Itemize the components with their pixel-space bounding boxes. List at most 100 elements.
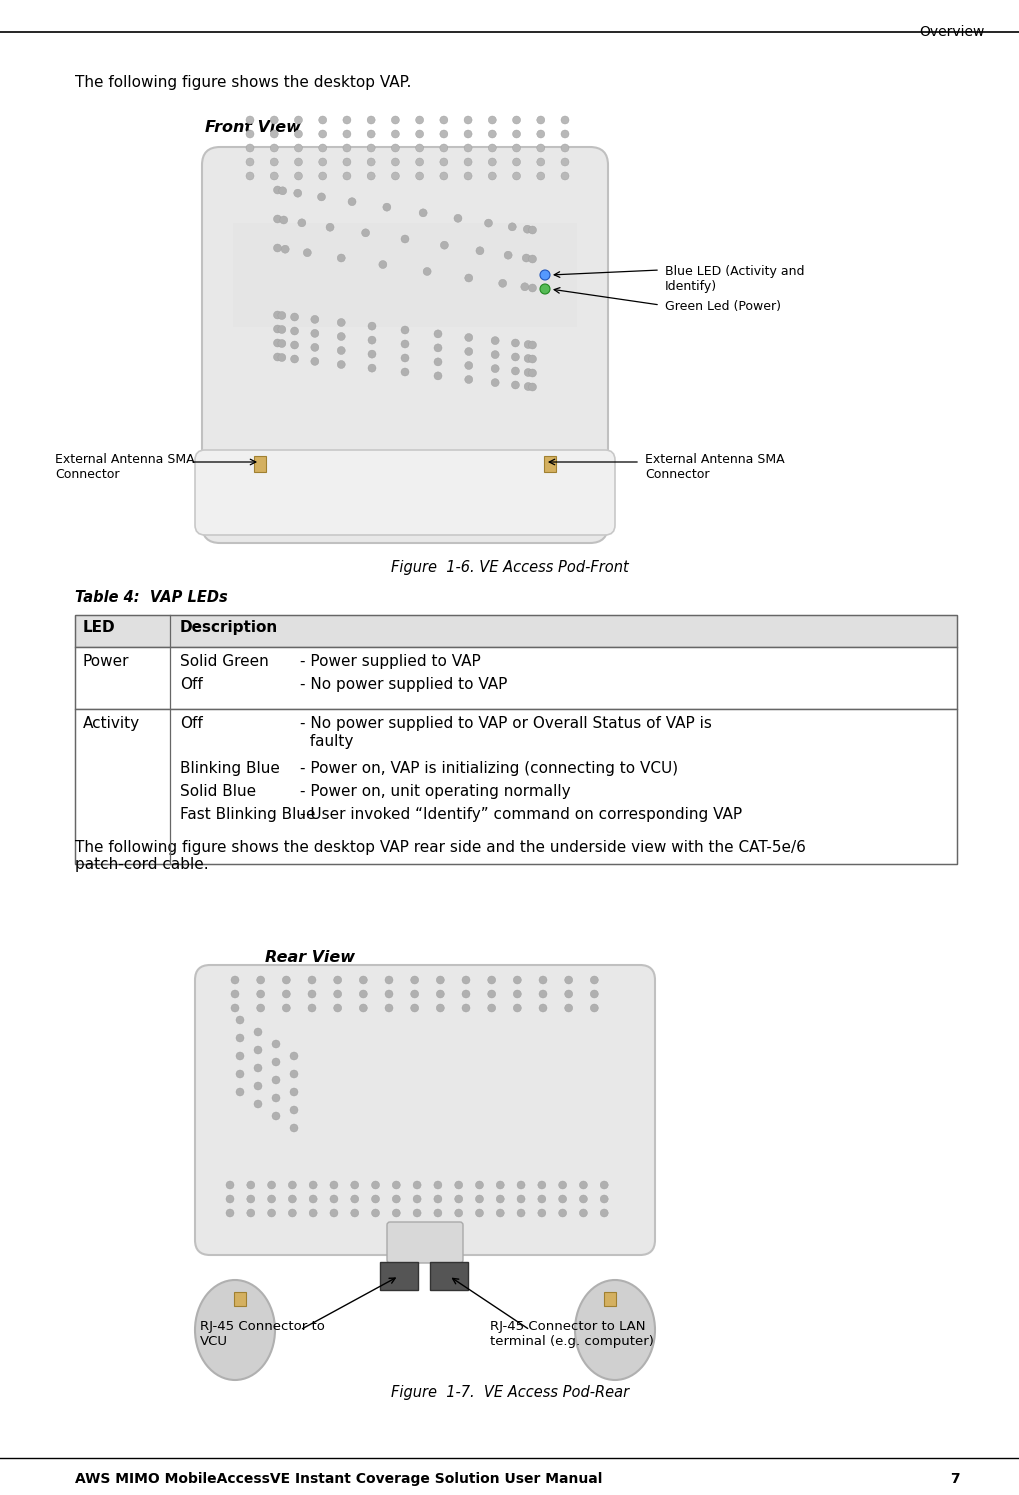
Circle shape xyxy=(246,144,254,152)
Circle shape xyxy=(391,130,399,138)
Circle shape xyxy=(524,226,531,233)
Circle shape xyxy=(517,1181,525,1189)
Circle shape xyxy=(330,1195,338,1203)
Circle shape xyxy=(290,341,299,348)
Circle shape xyxy=(454,1195,463,1203)
Circle shape xyxy=(523,254,530,262)
Circle shape xyxy=(434,1181,442,1189)
Circle shape xyxy=(416,172,424,179)
Text: - Power on, VAP is initializing (connecting to VCU): - Power on, VAP is initializing (connect… xyxy=(300,761,678,776)
Circle shape xyxy=(464,117,472,124)
Circle shape xyxy=(254,1029,262,1036)
Circle shape xyxy=(226,1209,234,1217)
Circle shape xyxy=(273,339,281,347)
Text: Blue LED (Activity and
Identify): Blue LED (Activity and Identify) xyxy=(665,265,804,293)
Circle shape xyxy=(538,1195,546,1203)
Circle shape xyxy=(434,1209,442,1217)
Circle shape xyxy=(268,1181,275,1189)
Circle shape xyxy=(590,990,598,999)
Circle shape xyxy=(309,1195,317,1203)
Circle shape xyxy=(419,209,427,217)
Circle shape xyxy=(268,1195,275,1203)
Circle shape xyxy=(513,172,521,179)
Circle shape xyxy=(454,214,462,223)
Circle shape xyxy=(246,158,254,166)
Circle shape xyxy=(539,976,547,984)
Text: Solid Green: Solid Green xyxy=(180,653,269,668)
Circle shape xyxy=(272,1058,280,1066)
Circle shape xyxy=(476,247,484,254)
Circle shape xyxy=(290,354,299,363)
Circle shape xyxy=(282,976,290,984)
Circle shape xyxy=(401,368,409,377)
Circle shape xyxy=(311,315,319,323)
Circle shape xyxy=(401,354,409,362)
Circle shape xyxy=(367,144,375,152)
Circle shape xyxy=(309,1181,317,1189)
Circle shape xyxy=(436,990,444,999)
Circle shape xyxy=(367,172,375,179)
Circle shape xyxy=(496,1195,504,1203)
Circle shape xyxy=(272,1041,280,1048)
FancyBboxPatch shape xyxy=(202,147,608,543)
Text: External Antenna SMA
Connector: External Antenna SMA Connector xyxy=(55,453,195,481)
Circle shape xyxy=(440,130,447,138)
Circle shape xyxy=(436,976,444,984)
Text: - No power supplied to VAP: - No power supplied to VAP xyxy=(300,677,507,692)
Circle shape xyxy=(270,144,278,152)
Circle shape xyxy=(561,158,569,166)
Circle shape xyxy=(462,1005,470,1012)
Circle shape xyxy=(508,223,517,230)
Circle shape xyxy=(391,117,399,124)
Text: Solid Blue: Solid Blue xyxy=(180,783,256,798)
Circle shape xyxy=(278,326,286,333)
Circle shape xyxy=(333,976,341,984)
Circle shape xyxy=(311,329,319,338)
Circle shape xyxy=(333,1005,341,1012)
Circle shape xyxy=(540,271,550,280)
Circle shape xyxy=(600,1195,608,1203)
Circle shape xyxy=(278,339,286,347)
Circle shape xyxy=(273,311,281,318)
Circle shape xyxy=(391,144,399,152)
Circle shape xyxy=(491,351,499,359)
FancyBboxPatch shape xyxy=(254,456,266,472)
Circle shape xyxy=(413,1209,421,1217)
Bar xyxy=(75,647,957,709)
Circle shape xyxy=(454,1181,463,1189)
Circle shape xyxy=(290,1106,298,1114)
Circle shape xyxy=(590,1005,598,1012)
Circle shape xyxy=(319,144,327,152)
Circle shape xyxy=(529,284,536,292)
Circle shape xyxy=(440,117,447,124)
Circle shape xyxy=(272,1076,280,1084)
Text: Activity: Activity xyxy=(83,716,141,731)
Circle shape xyxy=(440,158,447,166)
Circle shape xyxy=(580,1181,587,1189)
Circle shape xyxy=(368,321,376,330)
Bar xyxy=(75,614,957,647)
Circle shape xyxy=(416,130,424,138)
Circle shape xyxy=(270,130,278,138)
Circle shape xyxy=(537,144,545,152)
Circle shape xyxy=(529,383,536,392)
Circle shape xyxy=(293,190,302,197)
Circle shape xyxy=(308,990,316,999)
Circle shape xyxy=(401,339,409,348)
Text: AWS MIMO MobileAccessVE Instant Coverage Solution User Manual: AWS MIMO MobileAccessVE Instant Coverage… xyxy=(75,1473,602,1486)
Circle shape xyxy=(538,1209,546,1217)
Text: - User invoked “Identify” command on corresponding VAP: - User invoked “Identify” command on cor… xyxy=(300,807,742,822)
FancyBboxPatch shape xyxy=(387,1221,463,1263)
Circle shape xyxy=(488,172,496,179)
Circle shape xyxy=(411,976,419,984)
Circle shape xyxy=(513,130,521,138)
Circle shape xyxy=(282,990,290,999)
Text: The following figure shows the desktop VAP.: The following figure shows the desktop V… xyxy=(75,75,412,90)
Circle shape xyxy=(247,1209,255,1217)
Circle shape xyxy=(539,990,547,999)
Circle shape xyxy=(434,344,442,351)
Circle shape xyxy=(226,1181,234,1189)
Circle shape xyxy=(368,336,376,344)
Circle shape xyxy=(351,1181,359,1189)
Circle shape xyxy=(280,215,287,224)
